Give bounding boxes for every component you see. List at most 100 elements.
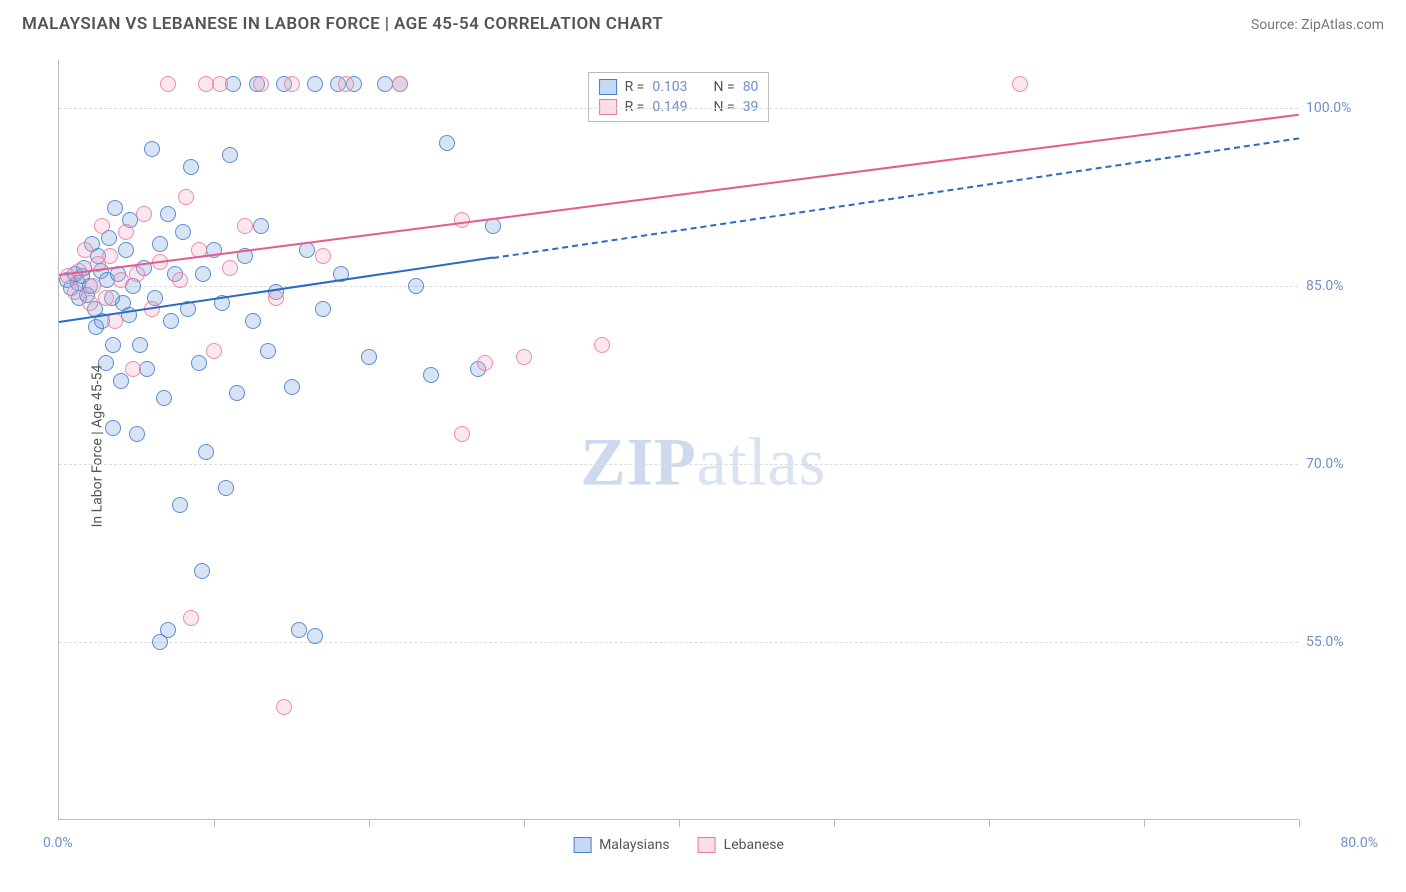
scatter-point xyxy=(77,242,93,258)
scatter-point xyxy=(102,248,118,264)
scatter-point xyxy=(160,622,176,638)
scatter-point xyxy=(191,355,207,371)
y-tick-label: 85.0% xyxy=(1306,278,1370,294)
legend-series: Malaysians Lebanese xyxy=(573,837,784,853)
scatter-point xyxy=(94,218,110,234)
scatter-point xyxy=(129,426,145,442)
scatter-point xyxy=(118,224,134,240)
scatter-point xyxy=(152,236,168,252)
page-title: MALAYSIAN VS LEBANESE IN LABOR FORCE | A… xyxy=(22,14,663,34)
legend-n-value: 80 xyxy=(743,79,759,95)
source-label: Source: ZipAtlas.com xyxy=(1251,17,1384,33)
scatter-point xyxy=(253,218,269,234)
legend-swatch xyxy=(698,837,716,853)
gridline xyxy=(59,286,1298,287)
scatter-point xyxy=(423,367,439,383)
legend-n-label: N = xyxy=(714,79,735,95)
scatter-point xyxy=(132,337,148,353)
x-tick xyxy=(369,819,370,827)
scatter-point xyxy=(144,141,160,157)
scatter-point xyxy=(377,76,393,92)
scatter-point xyxy=(125,361,141,377)
x-tick xyxy=(1144,819,1145,827)
scatter-point xyxy=(284,379,300,395)
scatter-point xyxy=(212,76,228,92)
trend-line xyxy=(59,113,1299,275)
scatter-point xyxy=(307,76,323,92)
scatter-point xyxy=(222,260,238,276)
scatter-point xyxy=(105,420,121,436)
scatter-point xyxy=(113,272,129,288)
chart-container: In Labor Force | Age 45-54 ZIPatlas R = … xyxy=(22,46,1384,846)
legend-item: Lebanese xyxy=(698,837,784,853)
plot-area: ZIPatlas R = 0.103N = 80R = 0.149N = 39 … xyxy=(58,60,1298,820)
legend-correlation: R = 0.103N = 80R = 0.149N = 39 xyxy=(588,72,770,122)
x-tick xyxy=(214,819,215,827)
legend-row: R = 0.103 N = 80 xyxy=(599,77,759,97)
scatter-point xyxy=(284,76,300,92)
legend-series-label: Lebanese xyxy=(724,837,784,853)
scatter-point xyxy=(139,361,155,377)
scatter-point xyxy=(245,313,261,329)
scatter-point xyxy=(118,242,134,258)
scatter-point xyxy=(195,266,211,282)
scatter-point xyxy=(67,284,83,300)
scatter-point xyxy=(315,301,331,317)
scatter-point xyxy=(237,218,253,234)
gridline xyxy=(59,108,1298,109)
x-tick xyxy=(834,819,835,827)
scatter-point xyxy=(113,373,129,389)
scatter-point xyxy=(160,76,176,92)
scatter-point xyxy=(107,200,123,216)
scatter-point xyxy=(172,272,188,288)
scatter-point xyxy=(183,610,199,626)
scatter-point xyxy=(392,76,408,92)
scatter-point xyxy=(594,337,610,353)
scatter-point xyxy=(175,224,191,240)
x-axis-min-label: 0.0% xyxy=(43,835,73,851)
legend-swatch xyxy=(573,837,591,853)
scatter-point xyxy=(253,76,269,92)
scatter-point xyxy=(315,248,331,264)
scatter-point xyxy=(156,390,172,406)
scatter-point xyxy=(105,337,121,353)
scatter-point xyxy=(194,563,210,579)
x-tick xyxy=(524,819,525,827)
scatter-point xyxy=(229,385,245,401)
scatter-point xyxy=(98,290,114,306)
scatter-point xyxy=(338,76,354,92)
scatter-point xyxy=(291,622,307,638)
gridline xyxy=(59,642,1298,643)
scatter-point xyxy=(408,278,424,294)
legend-r-label: R = xyxy=(625,79,645,95)
scatter-point xyxy=(129,266,145,282)
gridline xyxy=(59,464,1298,465)
scatter-point xyxy=(136,206,152,222)
legend-swatch xyxy=(599,79,617,95)
scatter-point xyxy=(276,699,292,715)
scatter-point xyxy=(307,628,323,644)
scatter-point xyxy=(477,355,493,371)
scatter-point xyxy=(516,349,532,365)
scatter-point xyxy=(98,355,114,371)
scatter-point xyxy=(1012,76,1028,92)
scatter-point xyxy=(178,189,194,205)
watermark: ZIPatlas xyxy=(580,423,826,502)
scatter-point xyxy=(268,290,284,306)
y-tick-label: 70.0% xyxy=(1306,456,1370,472)
x-axis-max-label: 80.0% xyxy=(1340,835,1378,851)
scatter-point xyxy=(82,295,98,311)
scatter-point xyxy=(107,313,123,329)
legend-series-label: Malaysians xyxy=(599,837,670,853)
scatter-point xyxy=(163,313,179,329)
x-tick xyxy=(1299,819,1300,827)
scatter-point xyxy=(260,343,276,359)
scatter-point xyxy=(218,480,234,496)
scatter-point xyxy=(160,206,176,222)
y-tick-label: 100.0% xyxy=(1306,100,1370,116)
header: MALAYSIAN VS LEBANESE IN LABOR FORCE | A… xyxy=(0,0,1406,42)
scatter-point xyxy=(222,147,238,163)
scatter-point xyxy=(206,343,222,359)
legend-r-value: 0.103 xyxy=(652,79,687,95)
scatter-point xyxy=(172,497,188,513)
